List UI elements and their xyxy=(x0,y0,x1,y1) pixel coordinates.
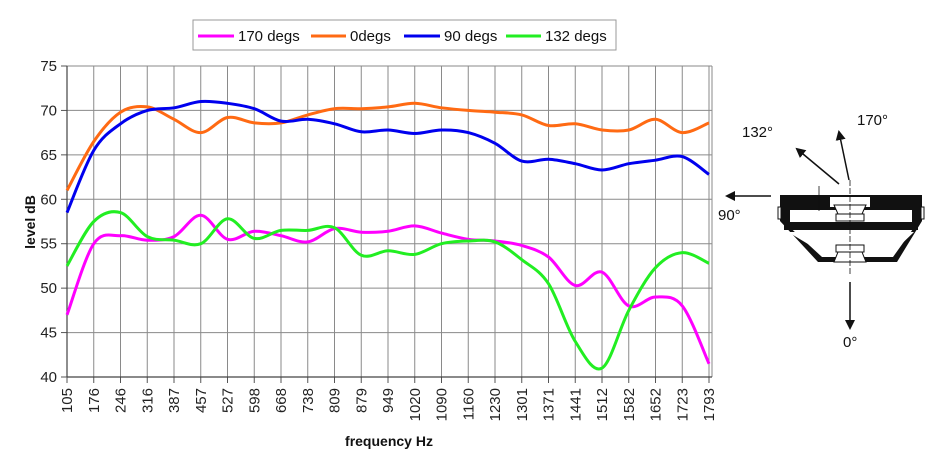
y-tick-label: 75 xyxy=(40,58,57,75)
x-tick-label: 105 xyxy=(59,388,76,413)
x-tick-label: 457 xyxy=(193,388,210,413)
x-tick-label: 1512 xyxy=(594,388,611,421)
legend-label: 90 degs xyxy=(444,28,497,45)
label-90: 90° xyxy=(718,207,741,224)
label-170: 170° xyxy=(857,112,888,129)
legend-label: 0degs xyxy=(350,28,391,45)
x-tick-label: 668 xyxy=(273,388,290,413)
y-tick-label: 65 xyxy=(40,147,57,164)
x-tick-label: 879 xyxy=(353,388,370,413)
label-132: 132° xyxy=(742,124,773,141)
x-tick-label: 1230 xyxy=(487,388,504,421)
x-tick-label: 1020 xyxy=(407,388,424,421)
x-tick-label: 387 xyxy=(166,388,183,413)
x-tick-label: 738 xyxy=(300,388,317,413)
y-tick-label: 70 xyxy=(40,102,57,119)
legend-label: 170 degs xyxy=(238,28,300,45)
speaker-cabinet-icon xyxy=(777,180,925,276)
x-tick-label: 246 xyxy=(113,388,130,413)
arrow-170-icon xyxy=(835,130,850,181)
x-tick-label: 1160 xyxy=(460,388,477,420)
label-0: 0° xyxy=(843,334,857,351)
legend: 170 degs 0degs 90 degs 132 degs xyxy=(192,19,617,51)
series-group xyxy=(65,99,711,371)
x-tick-label: 1652 xyxy=(648,388,665,421)
y-tick-label: 40 xyxy=(40,369,57,386)
y-tick-label: 50 xyxy=(40,280,57,297)
x-tick-label: 316 xyxy=(139,388,156,413)
x-tick-label: 809 xyxy=(327,388,344,413)
x-tick-label: 1723 xyxy=(674,388,691,421)
x-tick-label: 1582 xyxy=(621,388,638,421)
x-tick-label: 1441 xyxy=(567,388,584,421)
y-tick-label: 60 xyxy=(40,191,57,208)
x-axis-title: frequency Hz xyxy=(345,433,433,449)
legend-label: 132 degs xyxy=(545,28,607,45)
arrow-132-icon xyxy=(795,147,840,185)
x-tick-label: 949 xyxy=(380,388,397,413)
x-tick-label: 176 xyxy=(86,388,103,413)
y-tick-label: 45 xyxy=(40,325,57,342)
x-tick-label: 1090 xyxy=(434,388,451,421)
x-tick-label: 1793 xyxy=(701,388,718,421)
speaker-polar-diagram: 170° 132° 90° 0° xyxy=(718,112,925,351)
x-tick-label: 527 xyxy=(220,388,237,413)
x-tick-labels: 105 176 246 316 387 457 527 598 668 738 809 879 949 1… xyxy=(59,388,718,421)
x-tick-label: 598 xyxy=(246,388,263,413)
axes xyxy=(61,65,712,383)
grid xyxy=(66,65,713,378)
y-tick-labels: 40 45 50 55 60 65 70 75 xyxy=(40,58,57,386)
x-tick-label: 1371 xyxy=(541,388,558,421)
y-axis-title: level dB xyxy=(22,195,38,249)
x-tick-label: 1301 xyxy=(514,388,531,421)
y-tick-label: 55 xyxy=(40,236,57,253)
